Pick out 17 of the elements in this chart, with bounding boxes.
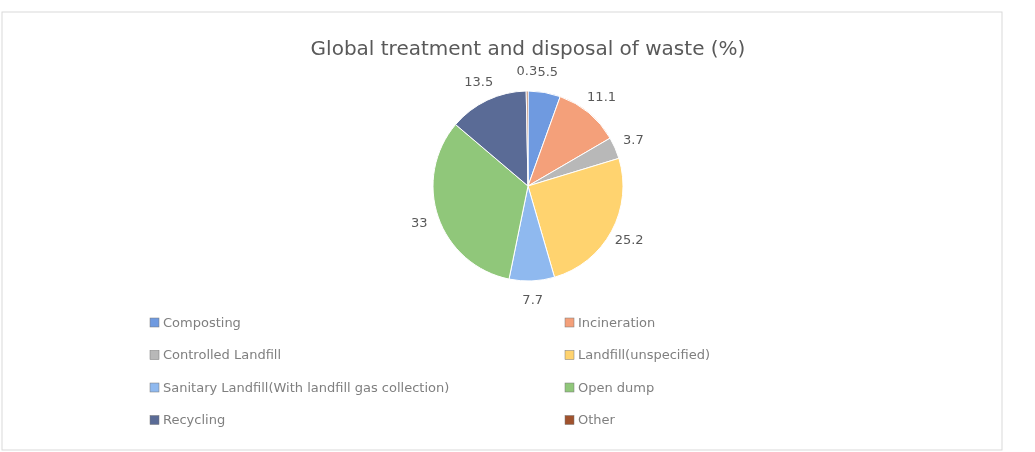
legend-label: Incineration [578, 314, 656, 330]
legend-label: Controlled Landfill [163, 347, 282, 362]
chart-title: Global treatment and disposal of waste (%) [310, 36, 746, 60]
legend-label: Landfill(unspecified) [578, 347, 710, 362]
legend-label: Composting [163, 314, 241, 330]
legend-label: Sanitary Landfill(With landfill gas collection) [163, 379, 450, 395]
data-label: 11.1 [587, 89, 617, 105]
legend-label: Other [578, 412, 616, 427]
legend-label: Open dump [578, 379, 655, 395]
data-label: 5.5 [537, 64, 559, 80]
data-label: 7.7 [522, 292, 544, 308]
legend-label: Recycling [163, 412, 226, 427]
data-label: 33 [411, 215, 428, 231]
data-label: 13.5 [464, 73, 494, 89]
data-label: 25.2 [614, 232, 644, 248]
data-label: 3.7 [623, 131, 644, 147]
data-label: 0.3 [516, 62, 538, 78]
